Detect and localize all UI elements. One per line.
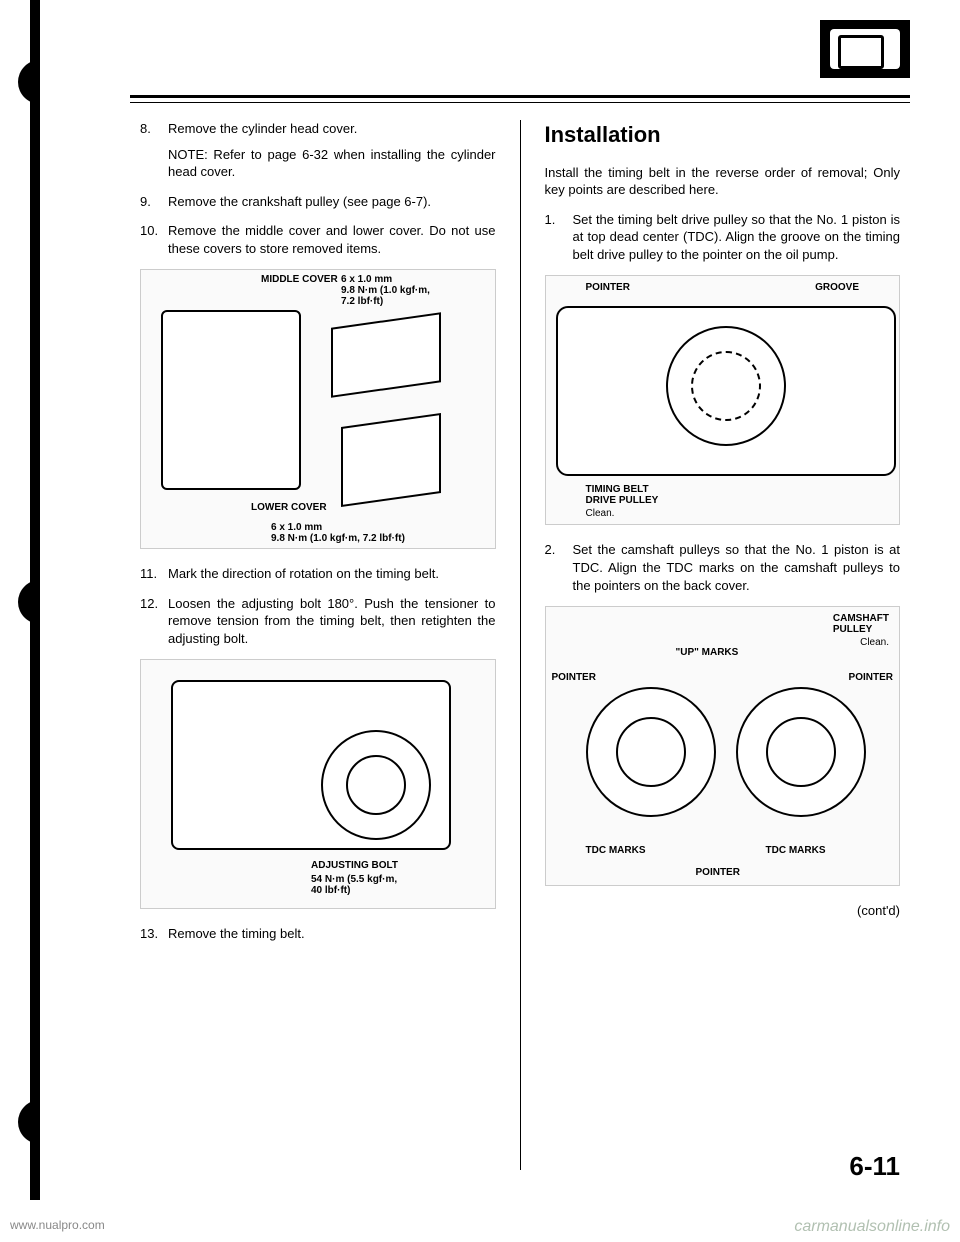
middle-cover-shape: [331, 313, 441, 398]
label-pointer: POINTER: [586, 282, 630, 293]
label-lower-cover: LOWER COVER: [251, 502, 327, 513]
label-pointer-left: POINTER: [552, 672, 596, 683]
step-number: 12.: [140, 595, 168, 648]
step-text: Remove the timing belt.: [168, 925, 496, 943]
install-step-2: 2. Set the camshaft pulleys so that the …: [545, 541, 901, 594]
step-11: 11. Mark the direction of rotation on th…: [140, 565, 496, 583]
step-number: 9.: [140, 193, 168, 211]
step-number: 8.: [140, 120, 168, 181]
step-number: 10.: [140, 222, 168, 257]
label-up-marks: "UP" MARKS: [676, 647, 739, 658]
page: 8. Remove the cylinder head cover. NOTE:…: [40, 0, 940, 1212]
install-step-1: 1. Set the timing belt drive pulley so t…: [545, 211, 901, 264]
section-title: Installation: [545, 120, 901, 150]
step-9: 9. Remove the crankshaft pulley (see pag…: [140, 193, 496, 211]
step-text: Remove the cylinder head cover.: [168, 121, 357, 136]
figure-adjusting-bolt: ADJUSTING BOLT 54 N·m (5.5 kgf·m, 40 lbf…: [140, 659, 496, 909]
right-column: Installation Install the timing belt in …: [545, 120, 901, 1162]
step-10: 10. Remove the middle cover and lower co…: [140, 222, 496, 257]
header-engine-icon: [820, 20, 910, 78]
label-pointer-right: POINTER: [849, 672, 893, 683]
watermark-left: www.nualpro.com: [10, 1218, 105, 1232]
figure-covers-exploded: MIDDLE COVER 6 x 1.0 mm 9.8 N·m (1.0 kgf…: [140, 269, 496, 549]
page-number: 6-11: [849, 1151, 900, 1182]
engine-block-shape: [161, 310, 301, 490]
step-13: 13. Remove the timing belt.: [140, 925, 496, 943]
step-note: NOTE: Refer to page 6-32 when installing…: [168, 146, 496, 181]
cam-pulley-left-inner: [616, 717, 686, 787]
step-text: Remove the crankshaft pulley (see page 6…: [168, 193, 496, 211]
step-body: Remove the cylinder head cover. NOTE: Re…: [168, 120, 496, 181]
watermark-right: carmanualsonline.info: [794, 1218, 950, 1236]
label-torque-bottom: 6 x 1.0 mm 9.8 N·m (1.0 kgf·m, 7.2 lbf·f…: [271, 522, 405, 544]
step-text: Loosen the adjusting bolt 180°. Push the…: [168, 595, 496, 648]
step-12: 12. Loosen the adjusting bolt 180°. Push…: [140, 595, 496, 648]
figure-drive-pulley: POINTER GROOVE TIMING BELT DRIVE PULLEY …: [545, 275, 901, 525]
intro-text: Install the timing belt in the reverse o…: [545, 164, 901, 199]
step-text: Remove the middle cover and lower cover.…: [168, 222, 496, 257]
column-divider: [520, 120, 521, 1170]
label-drive-pulley: TIMING BELT DRIVE PULLEY: [586, 484, 659, 506]
step-text: Set the camshaft pulleys so that the No.…: [573, 541, 901, 594]
label-torque-top: 6 x 1.0 mm 9.8 N·m (1.0 kgf·m, 7.2 lbf·f…: [341, 274, 430, 307]
label-pointer-bottom: POINTER: [696, 867, 740, 878]
lower-cover-shape: [341, 413, 441, 507]
step-number: 2.: [545, 541, 573, 594]
label-tdc-marks-right: TDC MARKS: [766, 845, 826, 856]
rule-top-thin: [130, 102, 910, 103]
label-tdc-marks-left: TDC MARKS: [586, 845, 646, 856]
contd-label: (cont'd): [545, 902, 901, 920]
step-text: Set the timing belt drive pulley so that…: [573, 211, 901, 264]
label-groove: GROOVE: [815, 282, 859, 293]
label-camshaft-pulley: CAMSHAFT PULLEY: [833, 613, 889, 635]
content-columns: 8. Remove the cylinder head cover. NOTE:…: [140, 120, 900, 1162]
step-number: 1.: [545, 211, 573, 264]
figure-camshaft-pulleys: CAMSHAFT PULLEY Clean. "UP" MARKS POINTE…: [545, 606, 901, 886]
label-torque: 54 N·m (5.5 kgf·m, 40 lbf·ft): [311, 874, 397, 896]
label-adjusting-bolt: ADJUSTING BOLT: [311, 860, 398, 871]
label-clean: Clean.: [860, 637, 889, 648]
step-text: Mark the direction of rotation on the ti…: [168, 565, 496, 583]
step-number: 11.: [140, 565, 168, 583]
left-column: 8. Remove the cylinder head cover. NOTE:…: [140, 120, 496, 1162]
step-number: 13.: [140, 925, 168, 943]
step-8: 8. Remove the cylinder head cover. NOTE:…: [140, 120, 496, 181]
drive-pulley-gear: [691, 351, 761, 421]
label-middle-cover: MIDDLE COVER: [261, 274, 338, 285]
rule-top-thick: [130, 95, 910, 98]
cam-pulley-right-inner: [766, 717, 836, 787]
label-clean: Clean.: [586, 508, 615, 519]
